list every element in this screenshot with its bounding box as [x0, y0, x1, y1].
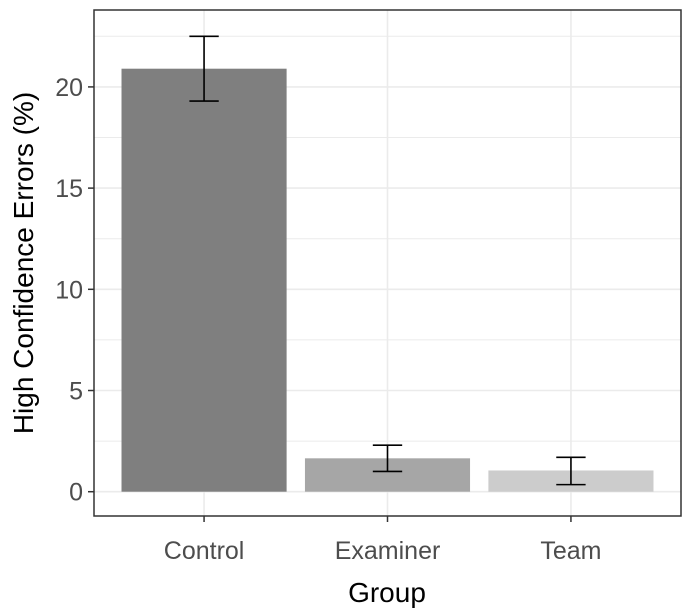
- x-tick-label: Team: [540, 537, 601, 565]
- y-tick-label: 15: [55, 175, 83, 203]
- y-tick-label: 20: [55, 74, 83, 102]
- y-tick-label: 10: [55, 276, 83, 304]
- x-tick-label: Examiner: [335, 537, 441, 565]
- y-tick-label: 5: [69, 378, 83, 406]
- bars: [121, 68, 654, 492]
- x-axis-ticks: Control Examiner Team: [164, 516, 602, 565]
- y-tick-label: 0: [69, 479, 83, 507]
- error-bar-examiner: [372, 444, 403, 473]
- error-bar-team: [556, 456, 586, 486]
- x-tick-label: Control: [164, 537, 245, 565]
- x-axis-title: Group: [348, 577, 426, 608]
- y-axis-title: High Confidence Errors (%): [8, 92, 39, 434]
- error-bars: [189, 35, 586, 486]
- y-axis-ticks: 0 5 10 15 20: [55, 74, 94, 507]
- error-bar-control: [189, 35, 219, 102]
- bar-control: [121, 68, 287, 492]
